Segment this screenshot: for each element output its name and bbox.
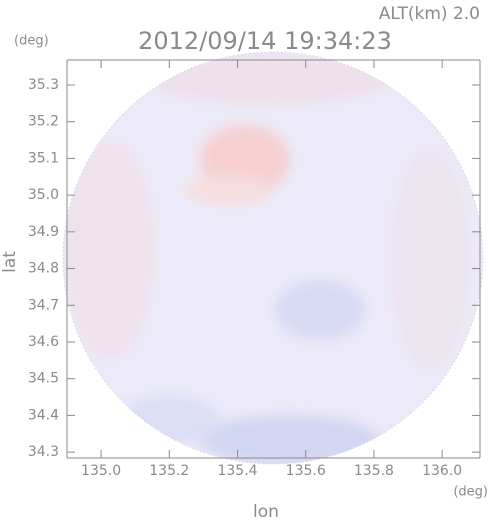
y-tick-label: 34.8 bbox=[28, 261, 59, 277]
y-tick-label: 34.9 bbox=[28, 224, 59, 240]
y-tick-label: 35.0 bbox=[28, 187, 59, 203]
chart-title: 2012/09/14 19:34:23 bbox=[138, 27, 392, 55]
x-axis-label: lon bbox=[253, 502, 279, 521]
frame bbox=[66, 59, 481, 459]
x-tick-label: 135.8 bbox=[354, 463, 394, 479]
x-tick-label: 136.0 bbox=[422, 463, 462, 479]
y-tick-label: 35.2 bbox=[28, 114, 59, 130]
y-tick-label: 34.7 bbox=[28, 297, 59, 313]
y-axis-label: lat bbox=[0, 251, 20, 273]
x-tick-label: 135.2 bbox=[149, 463, 189, 479]
radar-disk bbox=[62, 51, 484, 465]
y-tick-label: 35.3 bbox=[28, 77, 59, 93]
y-tick-label: 34.5 bbox=[28, 371, 59, 387]
y-unit: (deg) bbox=[14, 34, 49, 49]
y-tick-label: 35.1 bbox=[28, 150, 59, 166]
x-tick-label: 135.4 bbox=[217, 463, 257, 479]
y-tick-label: 34.4 bbox=[28, 407, 59, 423]
altitude: ALT(km) 2.0 bbox=[379, 4, 480, 24]
x-tick-label: 135.0 bbox=[81, 463, 121, 479]
x-tick-label: 135.6 bbox=[286, 463, 326, 479]
x-unit: (deg) bbox=[453, 485, 488, 500]
y-tick-label: 34.3 bbox=[28, 444, 59, 460]
y-tick-label: 34.6 bbox=[28, 334, 59, 350]
